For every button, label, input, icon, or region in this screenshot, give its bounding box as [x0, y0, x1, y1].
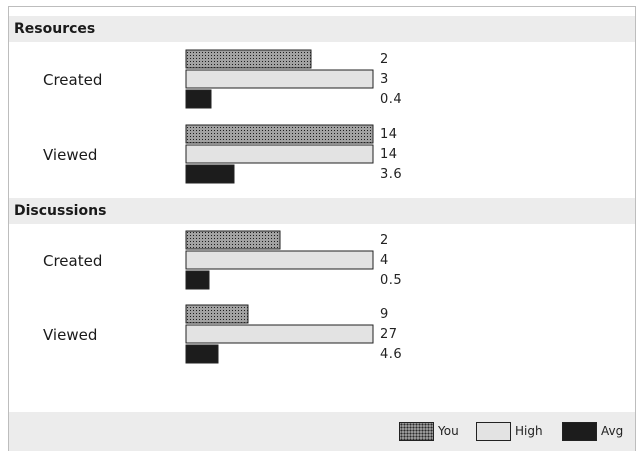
bar-avg: [185, 89, 212, 109]
value-label-avg: 4.6: [380, 347, 403, 362]
section-header-discussions: Discussions: [9, 198, 635, 224]
bar-high: [185, 250, 374, 270]
legend-label-you: You: [438, 424, 459, 438]
legend-swatch-you: [399, 422, 434, 441]
bar-you: [185, 304, 249, 324]
value-label-avg: 3.6: [380, 167, 403, 182]
bar-avg: [185, 344, 219, 364]
section-header-resources: Resources: [9, 16, 635, 42]
legend-swatch-avg: [562, 422, 597, 441]
bars-layer: [185, 49, 374, 364]
bar-you: [185, 124, 374, 144]
legend-label-avg: Avg: [601, 424, 624, 438]
bar-you: [185, 49, 312, 69]
legend-swatch-high: [476, 422, 511, 441]
row-label-resources-viewed: Viewed: [43, 146, 98, 164]
bar-avg: [185, 270, 210, 290]
bar-avg: [185, 164, 235, 184]
section-title: Discussions: [14, 203, 107, 219]
value-label-high: 4: [380, 253, 389, 268]
bar-high: [185, 144, 374, 164]
value-label-you: 2: [380, 233, 389, 248]
value-label-you: 9: [380, 307, 389, 322]
row-label-resources-created: Created: [43, 71, 103, 89]
value-label-you: 2: [380, 52, 389, 67]
value-label-high: 14: [380, 147, 398, 162]
value-label-avg: 0.4: [380, 92, 403, 107]
legend: You High Avg: [9, 412, 635, 451]
section-title: Resources: [14, 21, 96, 37]
value-label-you: 14: [380, 127, 398, 142]
bar-you: [185, 230, 281, 250]
value-label-high: 27: [380, 327, 398, 342]
legend-label-high: High: [515, 424, 543, 438]
row-label-discussions-viewed: Viewed: [43, 326, 98, 344]
value-label-avg: 0.5: [380, 273, 403, 288]
bar-high: [185, 324, 374, 344]
bar-high: [185, 69, 374, 89]
row-label-discussions-created: Created: [43, 252, 103, 270]
value-label-high: 3: [380, 72, 389, 87]
